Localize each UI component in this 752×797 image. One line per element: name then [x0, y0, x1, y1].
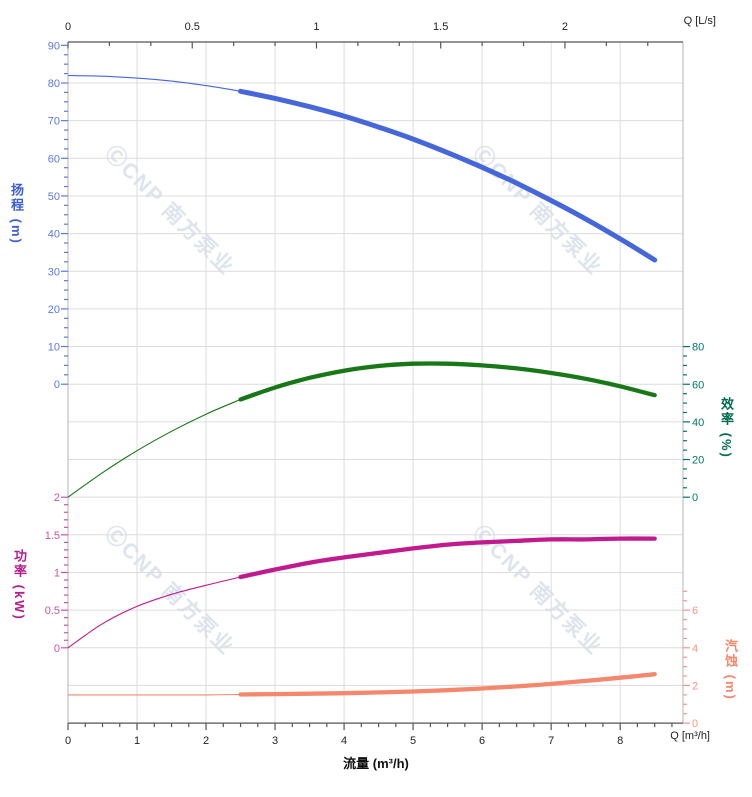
svg-text:0: 0 — [65, 735, 71, 747]
top-axis-unit-label: Q [L/s] — [683, 15, 716, 27]
svg-text:30: 30 — [48, 266, 60, 278]
npsh-curve — [67, 672, 657, 697]
grid-lines — [68, 42, 683, 724]
flow-axis-title: 流量 (m³/h) — [343, 756, 409, 771]
svg-text:8: 8 — [617, 735, 623, 747]
svg-text:80: 80 — [692, 342, 704, 354]
head-axis-title: 扬程 (m) — [9, 183, 24, 245]
efficiency-curve — [67, 361, 657, 498]
power-curve — [67, 536, 657, 649]
svg-text:6: 6 — [692, 605, 698, 617]
svg-text:80: 80 — [48, 78, 60, 90]
head-axis: 90 80 70 60 50 40 30 20 10 0 — [48, 40, 68, 391]
svg-text:0.5: 0.5 — [185, 21, 200, 33]
svg-text:7: 7 — [548, 735, 554, 747]
svg-text:2: 2 — [692, 680, 698, 692]
svg-text:4: 4 — [692, 643, 698, 655]
svg-text:5: 5 — [410, 735, 416, 747]
svg-text:6: 6 — [479, 735, 485, 747]
svg-text:2: 2 — [54, 492, 60, 504]
svg-text:60: 60 — [692, 379, 704, 391]
svg-text:20: 20 — [48, 304, 60, 316]
efficiency-axis: 80 60 40 20 0 — [683, 342, 704, 504]
plot-border — [67, 42, 684, 724]
svg-text:2: 2 — [562, 21, 568, 33]
svg-text:0: 0 — [692, 718, 698, 730]
svg-text:1.5: 1.5 — [433, 21, 448, 33]
npsh-axis: 6 4 2 0 — [683, 590, 698, 730]
svg-text:40: 40 — [692, 417, 704, 429]
svg-text:50: 50 — [48, 191, 60, 203]
svg-text:0: 0 — [54, 643, 60, 655]
top-axis: 0 0.5 1 1.5 2 — [65, 21, 683, 49]
svg-text:0: 0 — [54, 379, 60, 391]
svg-text:1.5: 1.5 — [45, 530, 60, 542]
svg-text:2: 2 — [203, 735, 209, 747]
power-axis: 2 1.5 1 0.5 0 — [45, 492, 68, 655]
svg-text:90: 90 — [48, 40, 60, 52]
power-axis-title: 功率 (kW) — [12, 549, 27, 621]
svg-text:1: 1 — [134, 735, 140, 747]
svg-text:60: 60 — [48, 153, 60, 165]
svg-text:40: 40 — [48, 229, 60, 241]
svg-text:0: 0 — [692, 492, 698, 504]
bottom-axis: 0 1 2 3 4 5 6 7 8 — [65, 722, 683, 747]
svg-text:10: 10 — [48, 342, 60, 354]
npsh-axis-title: 汽蚀 (m) — [723, 639, 738, 701]
efficiency-axis-title: 效率 (%) — [719, 397, 734, 459]
svg-text:3: 3 — [272, 735, 278, 747]
svg-text:0: 0 — [65, 21, 71, 33]
head-curve — [67, 74, 658, 263]
svg-text:4: 4 — [341, 735, 347, 747]
svg-text:1: 1 — [54, 568, 60, 580]
bottom-axis-unit-label: Q [m³/h] — [670, 730, 710, 742]
svg-text:70: 70 — [48, 116, 60, 128]
svg-text:20: 20 — [692, 455, 704, 467]
svg-text:1: 1 — [313, 21, 319, 33]
svg-text:0.5: 0.5 — [45, 605, 60, 617]
